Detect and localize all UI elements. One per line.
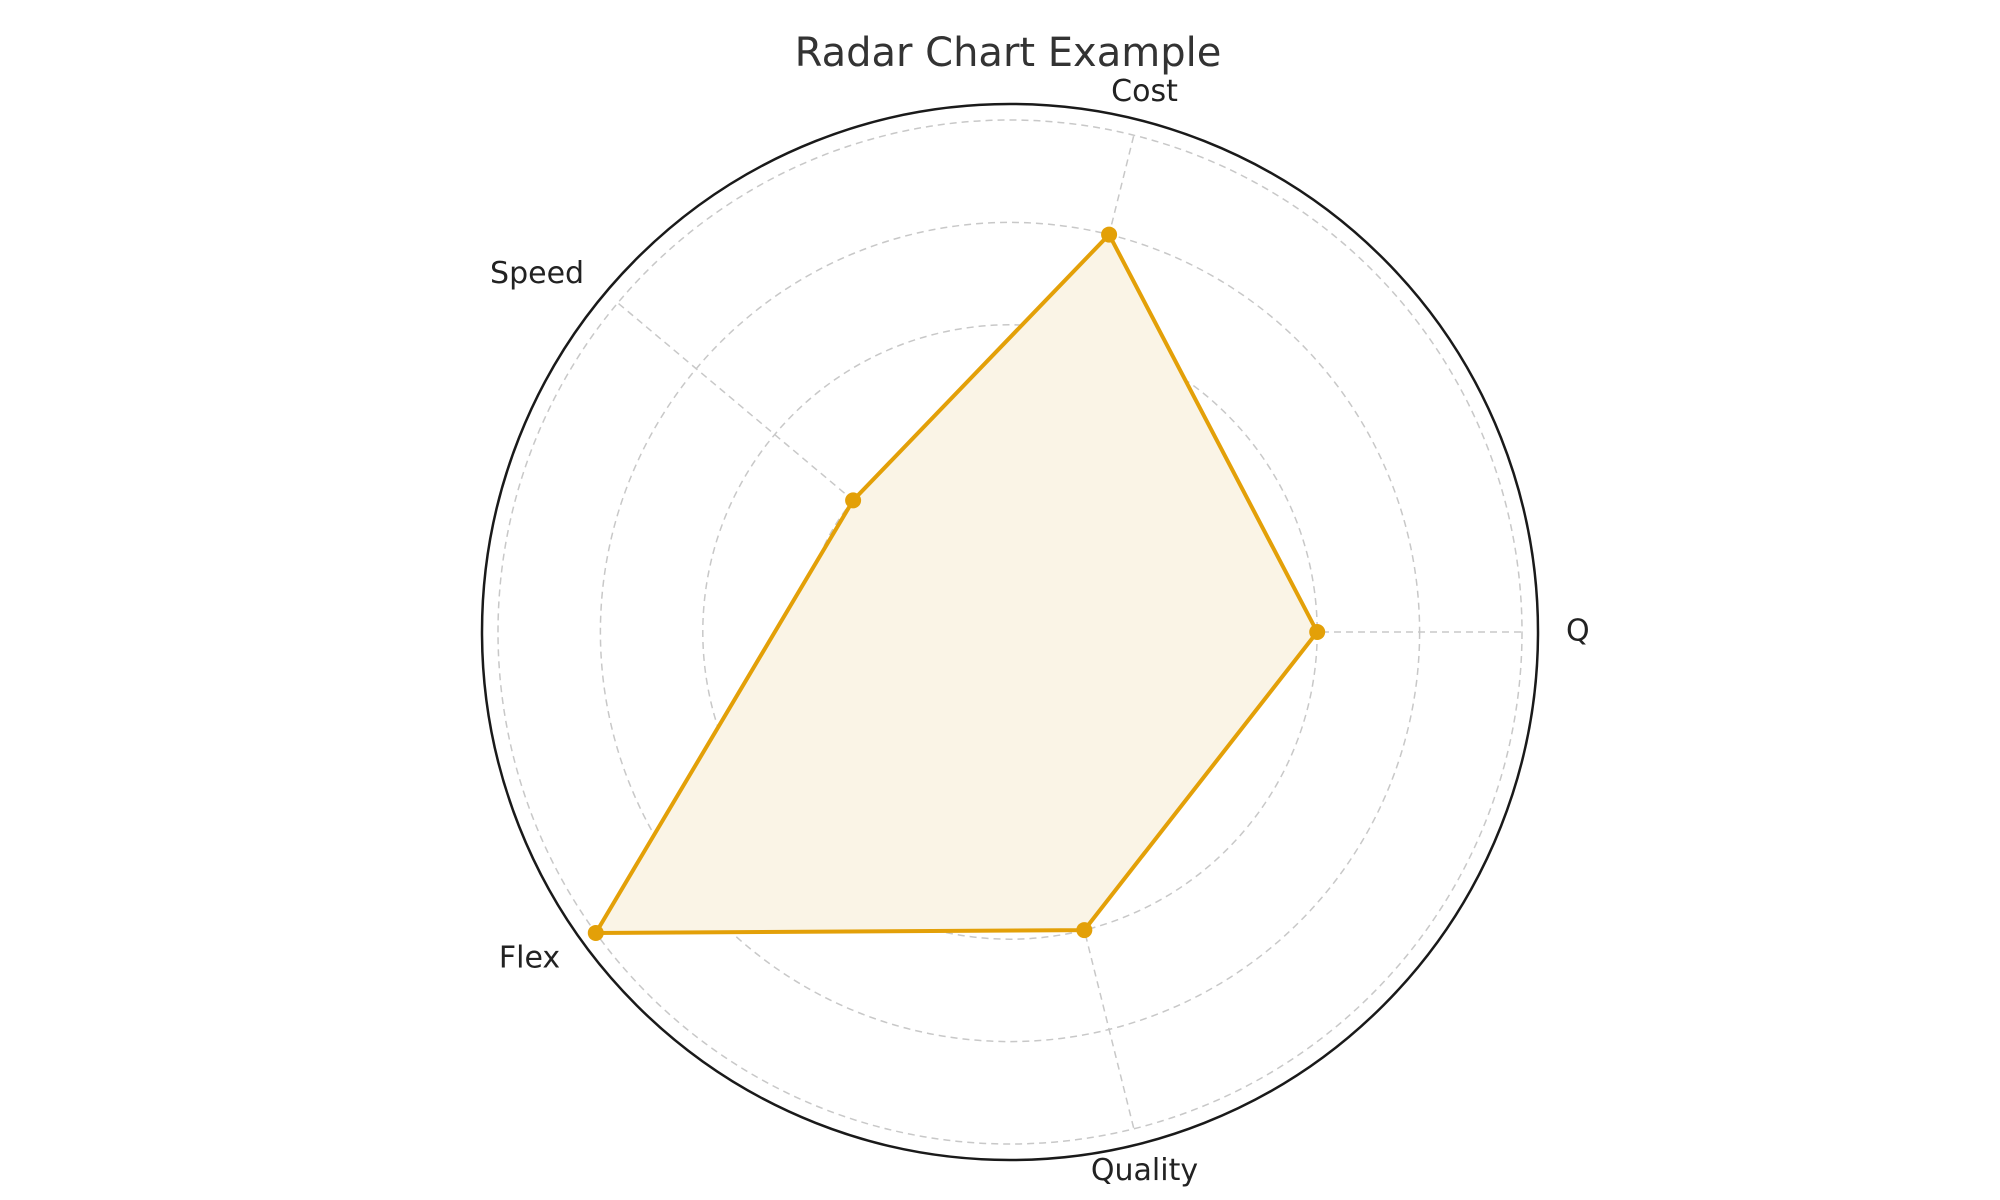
- grid-ring-5: [497, 119, 1523, 1145]
- data-point-q: [1309, 624, 1326, 640]
- data-point-flex: [587, 924, 604, 941]
- data-point-cost: [1101, 226, 1118, 243]
- axis-labels: Q Cost Speed Flex Quality: [490, 74, 1590, 1188]
- radar-series: [587, 226, 1326, 941]
- series-polygon: [592, 231, 1320, 935]
- chart-title: Radar Chart Example: [795, 30, 1222, 76]
- data-point-speed: [845, 492, 862, 509]
- axis-label-speed: Speed: [490, 256, 584, 291]
- axis-label-q: Q: [1566, 614, 1590, 649]
- axis-label-cost: Cost: [1111, 74, 1178, 109]
- axis-label-flex: Flex: [499, 940, 560, 975]
- axis-label-quality: Quality: [1091, 1153, 1198, 1188]
- data-point-quality: [1076, 922, 1093, 939]
- outer-frame-circle: [480, 102, 1540, 1162]
